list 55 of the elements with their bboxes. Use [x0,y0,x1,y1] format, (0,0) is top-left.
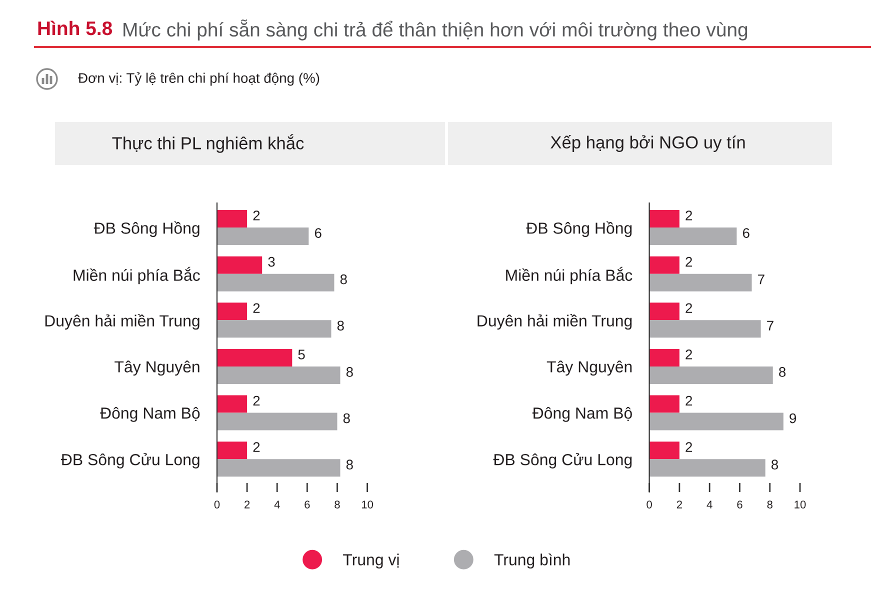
x-tick-label: 8 [334,500,340,508]
chart-title: Xếp hạng bởi NGO uy tín [550,135,745,152]
x-tick-label: 2 [244,500,250,508]
data-label: 8 [346,460,353,470]
text: Mức chi phí sẵn sàng chi trả để thân thiện hơn với môi trường theo vùng [124,20,748,40]
data-label: 2 [686,210,692,220]
data-label: 8 [346,367,353,377]
data-label: 2 [253,396,260,406]
data-label: 5 [298,350,305,360]
x-tick-label: 8 [767,500,772,508]
data-label: 8 [779,367,786,377]
y-tick-label: Tây Nguyên [114,360,200,376]
y-tick-label: Tây Nguyên [546,360,632,376]
x-tick-label: 0 [646,500,652,508]
y-tick-label: Miền núi phía Bắc [74,266,200,284]
data-label: 7 [758,274,764,284]
x-tick-label: 2 [676,500,682,508]
y-tick-label: Duyên hải miền Trung [478,314,632,330]
legend-label: Trung vị [343,554,399,569]
data-label: 2 [253,442,260,452]
data-label: 2 [686,396,692,406]
data-label: 3 [268,256,275,267]
data-label: 2 [686,442,692,452]
chart-title: Thực thi PL nghiêm khắc [112,134,304,153]
x-tick-label: 10 [362,500,374,508]
data-label: 2 [686,303,692,313]
data-label: 8 [337,320,344,331]
y-tick-label: Duyên hải miền Trung [45,314,200,330]
data-label: 2 [686,256,692,267]
x-tick-label: 10 [794,500,806,508]
text: Đơn vị: Tỷ lệ trên chi phí hoạt động (%) [78,72,320,86]
data-label: 2 [253,210,260,220]
x-tick-label: 0 [214,500,220,508]
x-tick-label: 6 [304,500,310,508]
x-tick-label: 6 [737,500,742,508]
y-tick-label: ĐB Sông Cửu Long [493,453,632,468]
data-label: 8 [343,413,350,424]
text: Hình 5.8 [38,20,112,36]
data-label: 2 [686,350,692,360]
data-label: 6 [314,228,322,238]
data-label: 8 [772,460,778,470]
data-label: 9 [790,413,796,424]
x-tick-label: 4 [274,500,280,508]
legend-label: Trung bình [494,553,570,569]
y-tick-label: ĐB Sông Cửu Long [61,453,200,468]
x-tick-label: 4 [706,500,712,508]
data-label: 6 [742,228,750,238]
y-tick-label: Đông Nam Bộ [100,406,200,422]
y-tick-label: ĐB Sông Hồng [526,221,632,237]
data-label: 8 [340,274,347,284]
y-tick-label: Đông Nam Bộ [532,406,632,422]
data-label: 7 [767,320,774,330]
y-tick-label: ĐB Sông Hồng [94,221,200,237]
data-label: 2 [253,303,260,313]
y-tick-label: Miền núi phía Bắc [506,266,632,284]
